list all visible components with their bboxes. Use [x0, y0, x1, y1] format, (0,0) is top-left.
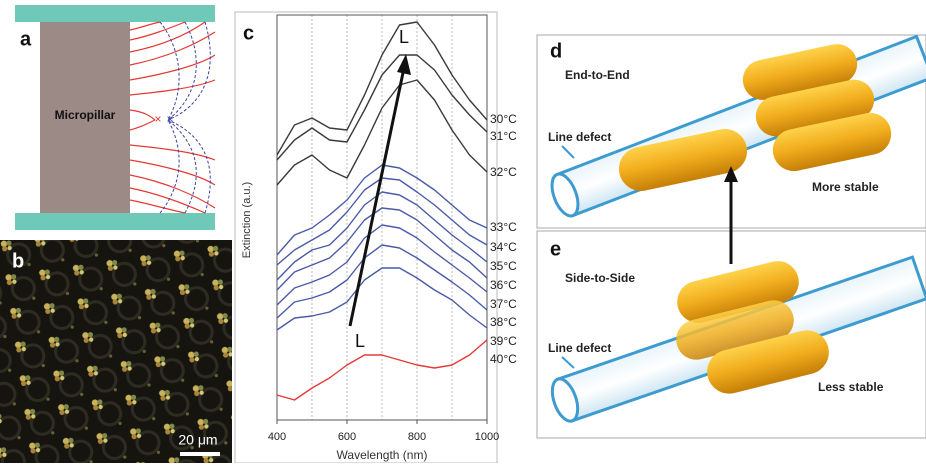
spectrum-line: [276, 21, 488, 156]
panel-letter: d: [550, 40, 562, 62]
nanorod: [707, 330, 829, 394]
panel-letter: e: [550, 238, 561, 260]
series-label: 38°C: [490, 315, 517, 329]
y-axis-label: Extinction (a.u.): [241, 182, 253, 258]
bottom-plate: [15, 213, 215, 230]
scheme-title: End-to-End: [565, 68, 630, 82]
transition-arrow: [724, 166, 738, 264]
defect-mark: ×: [154, 112, 161, 126]
x-tick-label: 600: [338, 431, 356, 443]
panel-letter: c: [243, 22, 254, 44]
top-plate: [15, 5, 215, 22]
pointer: [561, 356, 575, 369]
micrograph: [0, 240, 232, 463]
spectrum-line: [276, 191, 488, 281]
x-tick-label: 800: [408, 431, 426, 443]
nanorod: [618, 129, 748, 191]
panel-b: b 20 μm: [0, 240, 232, 463]
defect-label: Line defect: [548, 130, 611, 144]
x-tick-label: 400: [268, 431, 286, 443]
stability-label: Less stable: [818, 380, 884, 394]
annotation: L: [355, 331, 365, 351]
shift-arrow: [348, 67, 406, 327]
panel-e: e Side-to-Side Line defect Less stable: [536, 230, 926, 439]
spectrum-line: [276, 339, 488, 401]
spectrum-line: [276, 79, 488, 186]
panel-c: c Extinction (a.u.) Wavelength (nm) 400 6…: [234, 11, 517, 464]
panel-letter: b: [12, 250, 24, 272]
series-label: 35°C: [490, 259, 517, 273]
defect-label: Line defect: [548, 341, 611, 355]
scale-bar: [180, 452, 220, 456]
shift-arrow-head: [397, 54, 411, 75]
scheme-title: Side-to-Side: [565, 271, 635, 285]
series-label: 34°C: [490, 240, 517, 254]
spectrum-line: [276, 224, 488, 306]
spectrum-line: [276, 267, 488, 331]
series-label: 33°C: [490, 220, 517, 234]
nanorod: [677, 261, 799, 323]
spectrum-line: [276, 54, 488, 161]
plot-frame: [276, 14, 488, 421]
x-axis-label: Wavelength (nm): [337, 448, 428, 462]
series-label: 32°C: [490, 165, 517, 179]
spectrum-line: [276, 244, 488, 319]
series-label: 39°C: [490, 334, 517, 348]
series-label: 36°C: [490, 278, 517, 292]
pointer: [561, 145, 575, 159]
series-label: 30°C: [490, 112, 517, 126]
x-tick-label: 1000: [475, 431, 499, 443]
defect-mark: ×: [166, 112, 173, 126]
series-label: 40°C: [490, 352, 517, 366]
panel-letter: a: [20, 28, 32, 50]
series-label: 31°C: [490, 129, 517, 143]
nanorod: [676, 300, 794, 360]
pillar-label: Micropillar: [55, 108, 116, 122]
panel-a: × × a Micropillar: [15, 5, 216, 230]
spectrum-line: [276, 164, 488, 256]
nanorod: [772, 112, 892, 172]
series-label: 37°C: [490, 297, 517, 311]
field-lines-blue: [159, 21, 211, 214]
spectrum-line: [276, 207, 488, 291]
micropillar: [40, 22, 130, 213]
stability-label: More stable: [812, 180, 879, 194]
panel-d: d End-to-End Line defect More stable: [536, 34, 926, 229]
scale-bar-label: 20 μm: [178, 432, 217, 448]
annotation: L: [399, 27, 409, 47]
